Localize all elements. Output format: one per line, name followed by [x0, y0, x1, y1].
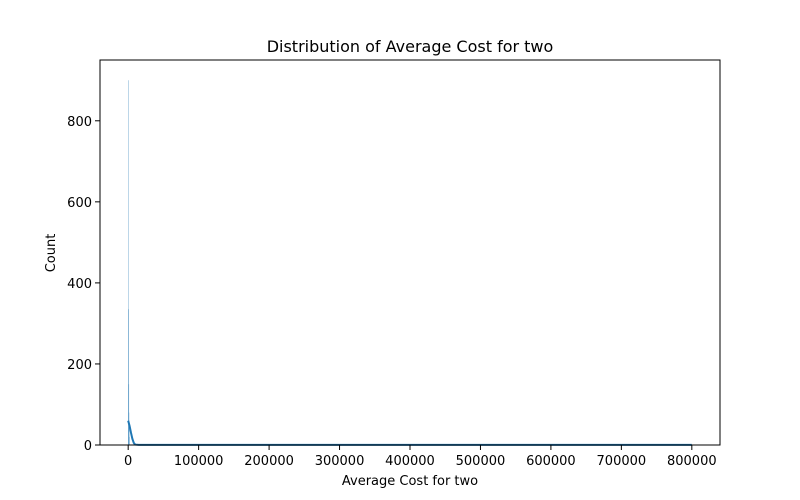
x-tick-label: 500000 — [456, 454, 506, 469]
y-axis-ticks: 0 200 400 600 800 — [67, 115, 100, 454]
plot-frame — [99, 59, 721, 446]
y-tick-label: 400 — [67, 277, 92, 292]
x-tick-label: 0 — [124, 454, 132, 469]
y-tick-label: 800 — [67, 115, 92, 130]
x-tick-label: 100000 — [174, 454, 224, 469]
x-axis-label: Average Cost for two — [342, 474, 478, 489]
y-axis-label: Count — [44, 234, 59, 273]
x-tick-label: 700000 — [597, 454, 647, 469]
histogram-bar — [128, 80, 129, 446]
kde-line — [127, 420, 692, 446]
x-tick-label: 300000 — [315, 454, 365, 469]
y-tick-label: 0 — [84, 439, 92, 454]
histogram-bar — [128, 426, 130, 445]
x-axis-ticks: 0 100000 200000 300000 400000 500000 600000 700… — [124, 445, 717, 469]
y-tick-label: 200 — [67, 358, 92, 373]
x-tick-label: 800000 — [667, 454, 717, 469]
chart-title: Distribution of Average Cost for two — [267, 37, 554, 56]
histogram-bar — [128, 436, 130, 445]
x-tick-label: 400000 — [385, 454, 435, 469]
x-tick-label: 600000 — [526, 454, 576, 469]
y-tick-label: 600 — [67, 196, 92, 211]
histogram-bar — [128, 309, 129, 445]
x-tick-label: 200000 — [244, 454, 294, 469]
bars-group — [128, 80, 692, 446]
